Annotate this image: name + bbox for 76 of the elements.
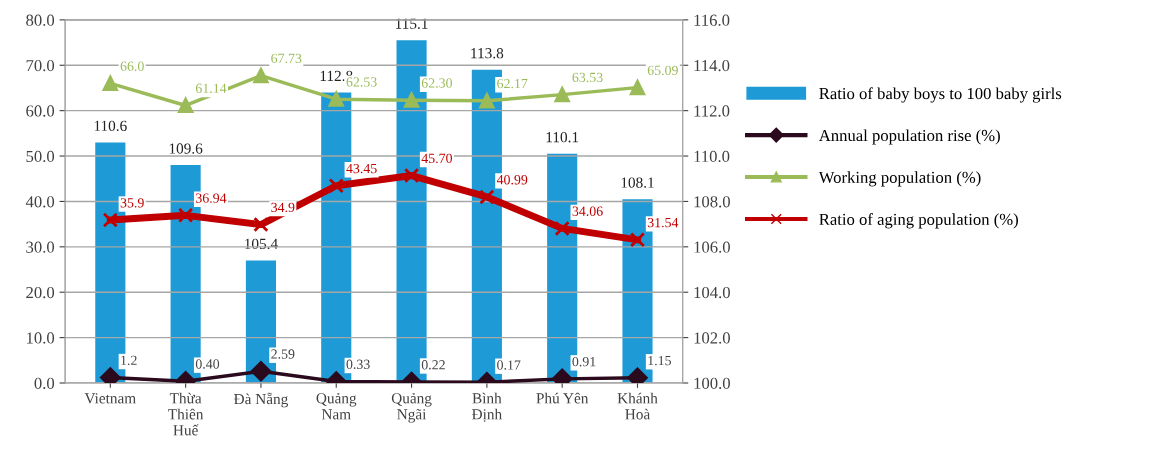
point bbox=[177, 207, 194, 223]
data-label: 2.59 bbox=[271, 349, 295, 359]
point bbox=[253, 216, 269, 233]
data-label: 0.91 bbox=[572, 356, 596, 367]
y-tick-label: 60.0 bbox=[26, 105, 55, 117]
y-tick-label: 10.0 bbox=[27, 332, 55, 344]
legend-label: Annual population rise (%) bbox=[818, 129, 1000, 145]
data-label: 109.6 bbox=[169, 143, 203, 154]
data-label: 45.70 bbox=[421, 153, 452, 164]
data-label: 0.33 bbox=[346, 359, 370, 370]
data-label: 105.4 bbox=[245, 238, 278, 250]
y-tick-label: 70.0 bbox=[26, 59, 55, 72]
data-label: 40.99 bbox=[496, 175, 528, 185]
point bbox=[102, 75, 118, 92]
x-tick-label: Thừa Thiên Huế bbox=[168, 392, 204, 436]
y-tick-label: 80.0 bbox=[26, 14, 55, 26]
y2-tick-label: 110.0 bbox=[694, 150, 730, 163]
point bbox=[479, 93, 495, 109]
data-label: 113.8 bbox=[471, 48, 504, 59]
data-label: 34.06 bbox=[572, 206, 603, 216]
point bbox=[629, 232, 646, 248]
y2-tick-label: 116.0 bbox=[694, 14, 730, 26]
data-label: 110.6 bbox=[94, 120, 127, 132]
data-label: 67.73 bbox=[271, 53, 302, 64]
y-tick-label: 30.0 bbox=[26, 241, 55, 253]
y-tick-label: 0.0 bbox=[34, 377, 55, 390]
y-tick-label: 40.0 bbox=[25, 196, 55, 208]
data-label: 61.14 bbox=[195, 83, 227, 93]
data-label: 63.53 bbox=[572, 72, 603, 83]
data-label: 0.22 bbox=[421, 360, 445, 370]
data-label: 66.0 bbox=[120, 61, 144, 71]
x-tick-label: Phú Yên bbox=[536, 392, 589, 404]
point bbox=[403, 92, 420, 108]
point bbox=[328, 91, 344, 107]
y2-tick-label: 102.0 bbox=[694, 332, 730, 344]
point bbox=[554, 220, 570, 237]
legend-label: Working population (%) bbox=[818, 171, 981, 187]
y2-tick-label: 114.0 bbox=[694, 59, 730, 72]
data-label: 62.17 bbox=[497, 78, 528, 89]
data-label: 110.1 bbox=[546, 132, 579, 143]
data-label: 31.54 bbox=[647, 217, 679, 228]
x-tick-label: Vietnam bbox=[84, 393, 136, 404]
legend-label: Ratio of baby boys to 100 baby girls bbox=[819, 87, 1062, 103]
y2-tick-label: 108.0 bbox=[694, 196, 730, 208]
data-label: 0.17 bbox=[497, 360, 521, 370]
y-tick-label: 50.0 bbox=[26, 150, 55, 163]
y2-tick-label: 104.0 bbox=[694, 286, 730, 299]
data-label: 1.15 bbox=[648, 355, 671, 366]
point bbox=[253, 67, 269, 84]
data-label: 1.2 bbox=[121, 355, 137, 366]
x-tick-label: Bình Định bbox=[471, 392, 502, 422]
y2-tick-label: 112.0 bbox=[694, 105, 730, 117]
y-tick-label: 20.0 bbox=[26, 286, 55, 299]
y2-tick-label: 106.0 bbox=[694, 241, 730, 253]
point bbox=[479, 189, 495, 205]
x-tick-label: Đà Nẵng bbox=[233, 392, 289, 408]
data-label: 43.45 bbox=[346, 163, 377, 174]
point bbox=[554, 86, 570, 103]
data-label: 115.1 bbox=[396, 18, 428, 29]
data-label: 35.9 bbox=[120, 198, 144, 208]
point bbox=[328, 178, 344, 194]
data-label: 62.30 bbox=[421, 78, 452, 88]
data-label: 36.94 bbox=[196, 193, 227, 203]
y2-tick-label: 100.0 bbox=[694, 377, 730, 390]
legend-label: Ratio of aging population (%) bbox=[819, 213, 1018, 229]
data-label: 34.9 bbox=[271, 202, 295, 213]
data-label: 65.09 bbox=[647, 65, 678, 76]
x-tick-label: Quảng Ngãi bbox=[391, 392, 432, 423]
data-label: 0.40 bbox=[195, 359, 220, 369]
point bbox=[403, 167, 420, 184]
x-tick-label: Khánh Hoà bbox=[617, 392, 658, 420]
point bbox=[629, 79, 646, 96]
x-tick-label: Quảng Nam bbox=[316, 392, 357, 420]
data-label: 108.1 bbox=[621, 177, 654, 188]
point bbox=[102, 212, 118, 228]
point bbox=[177, 97, 194, 114]
